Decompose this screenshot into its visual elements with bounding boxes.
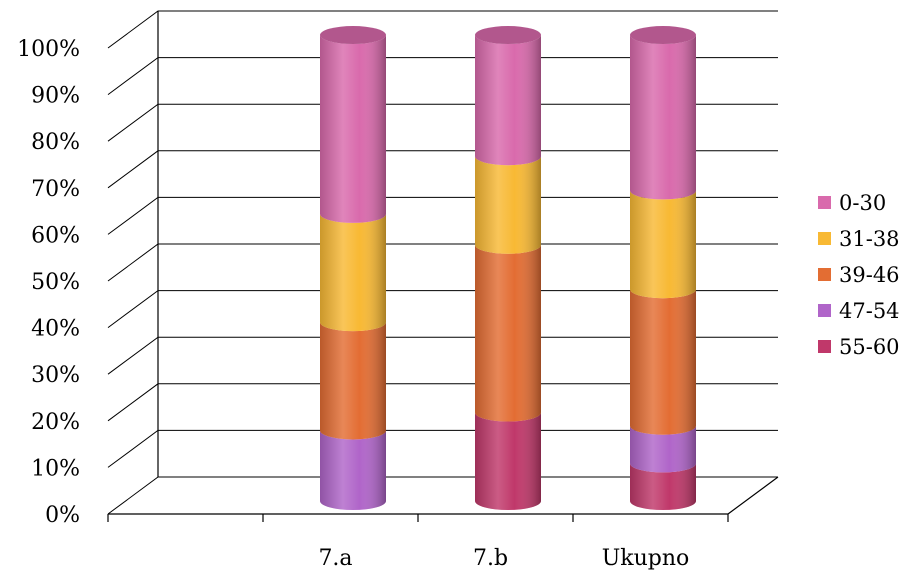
legend-label: 0-30 [839,191,886,215]
gridlines [107,10,779,522]
bar-segment-shading [320,35,386,223]
x-category-label: 7.a [318,546,352,571]
axis-labels: 0% 10% 20% 30% 40% 50% 60% 70% 80% 90% 100% 7.a 7.b U… [17,37,689,571]
legend-label: 55-60 [839,335,900,359]
bar-segment-shading [475,156,541,254]
bar-segment-shading [630,35,696,200]
bar-segment-shading [320,430,386,511]
y-tick-label: 90% [31,84,80,109]
bar-segment-shading [320,322,386,440]
bar-segment-shading [630,425,696,473]
legend-label: 47-54 [839,299,900,323]
y-tick-label: 20% [31,410,80,435]
legend-label: 39-46 [839,263,900,287]
y-tick-label: 50% [31,270,80,295]
bar-top-cap [320,26,386,45]
bar-segment-shading [475,244,541,422]
legend-label: 31-38 [839,227,900,251]
bar-top-cap [630,26,696,45]
y-tick-label: 60% [31,223,80,248]
y-tick-label: 10% [31,456,80,481]
bar-segment-shading [320,213,386,332]
y-tick-label: 40% [31,317,80,342]
legend-swatch [818,304,831,317]
legend-swatch [818,196,831,209]
bars [320,26,696,511]
x-category-label: 7.b [473,546,508,571]
bar-segment-shading [630,463,696,511]
bar-segment-shading [630,190,696,299]
bar-segment-shading [475,412,541,511]
legend-swatch [818,268,831,281]
y-tick-label: 80% [31,130,80,155]
y-tick-label: 0% [45,503,80,528]
legend: 0-30 31-38 39-46 47-54 55-60 [818,191,900,359]
y-tick-label: 30% [31,363,80,388]
bar-segment-shading [475,35,541,166]
legend-swatch [818,340,831,353]
y-tick-label: 100% [17,37,80,62]
legend-swatch [818,232,831,245]
y-tick-label: 70% [31,177,80,202]
bar-top-cap [475,26,541,45]
x-category-label: Ukupno [602,546,690,571]
bar-segment-shading [630,289,696,435]
